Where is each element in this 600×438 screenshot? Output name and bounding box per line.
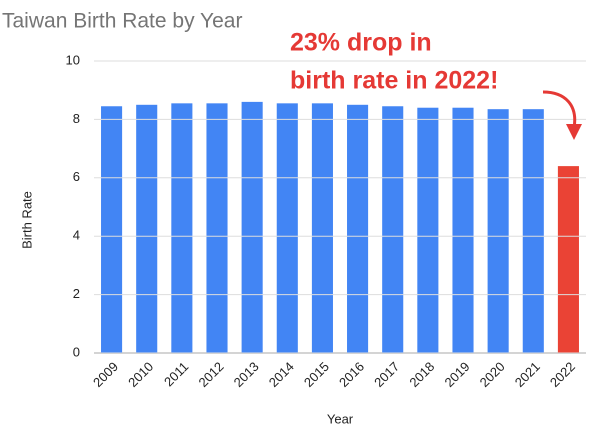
- annotation-arrowhead: [566, 124, 582, 140]
- x-tick-label: 2020: [477, 359, 508, 390]
- y-tick-label: 6: [73, 169, 80, 184]
- x-tick-label: 2011: [161, 359, 191, 389]
- annotation-arrow: [542, 90, 577, 129]
- bar: [206, 103, 228, 353]
- bar: [171, 103, 193, 353]
- x-tick-label: 2019: [441, 359, 472, 390]
- y-tick-label: 4: [73, 228, 80, 243]
- x-tick-label: 2021: [512, 359, 543, 390]
- x-tick-label: 2013: [231, 359, 262, 390]
- annotation-line: 23% drop in: [290, 29, 432, 57]
- y-tick-label: 2: [73, 286, 80, 301]
- annotation-line: birth rate in 2022!: [290, 67, 498, 95]
- y-axis-label: Birth Rate: [19, 191, 34, 249]
- bar: [347, 104, 369, 353]
- bar: [487, 109, 509, 354]
- x-tick-label: 2012: [195, 359, 226, 390]
- bar: [382, 106, 404, 353]
- bar: [311, 103, 333, 353]
- bar: [557, 166, 579, 353]
- y-tick-label: 10: [66, 52, 80, 67]
- x-axis-label: Year: [327, 411, 354, 426]
- x-tick-label: 2015: [301, 359, 332, 390]
- chart-title: Taiwan Birth Rate by Year: [2, 10, 242, 33]
- x-tick-label: 2014: [266, 359, 297, 390]
- y-tick-label: 0: [73, 344, 80, 359]
- bar: [136, 104, 158, 353]
- bar: [452, 107, 474, 353]
- x-tick-label: 2016: [336, 359, 367, 390]
- bar: [101, 106, 123, 353]
- bar: [276, 103, 298, 353]
- x-tick-label: 2017: [371, 359, 402, 390]
- x-tick-label: 2010: [125, 359, 156, 390]
- x-tick-label: 2018: [406, 359, 437, 390]
- x-tick-label: 2009: [90, 359, 121, 390]
- bar: [417, 107, 439, 353]
- x-tick-label: 2022: [547, 359, 578, 390]
- bar: [522, 109, 544, 354]
- bar: [241, 101, 263, 353]
- y-tick-label: 8: [73, 111, 80, 126]
